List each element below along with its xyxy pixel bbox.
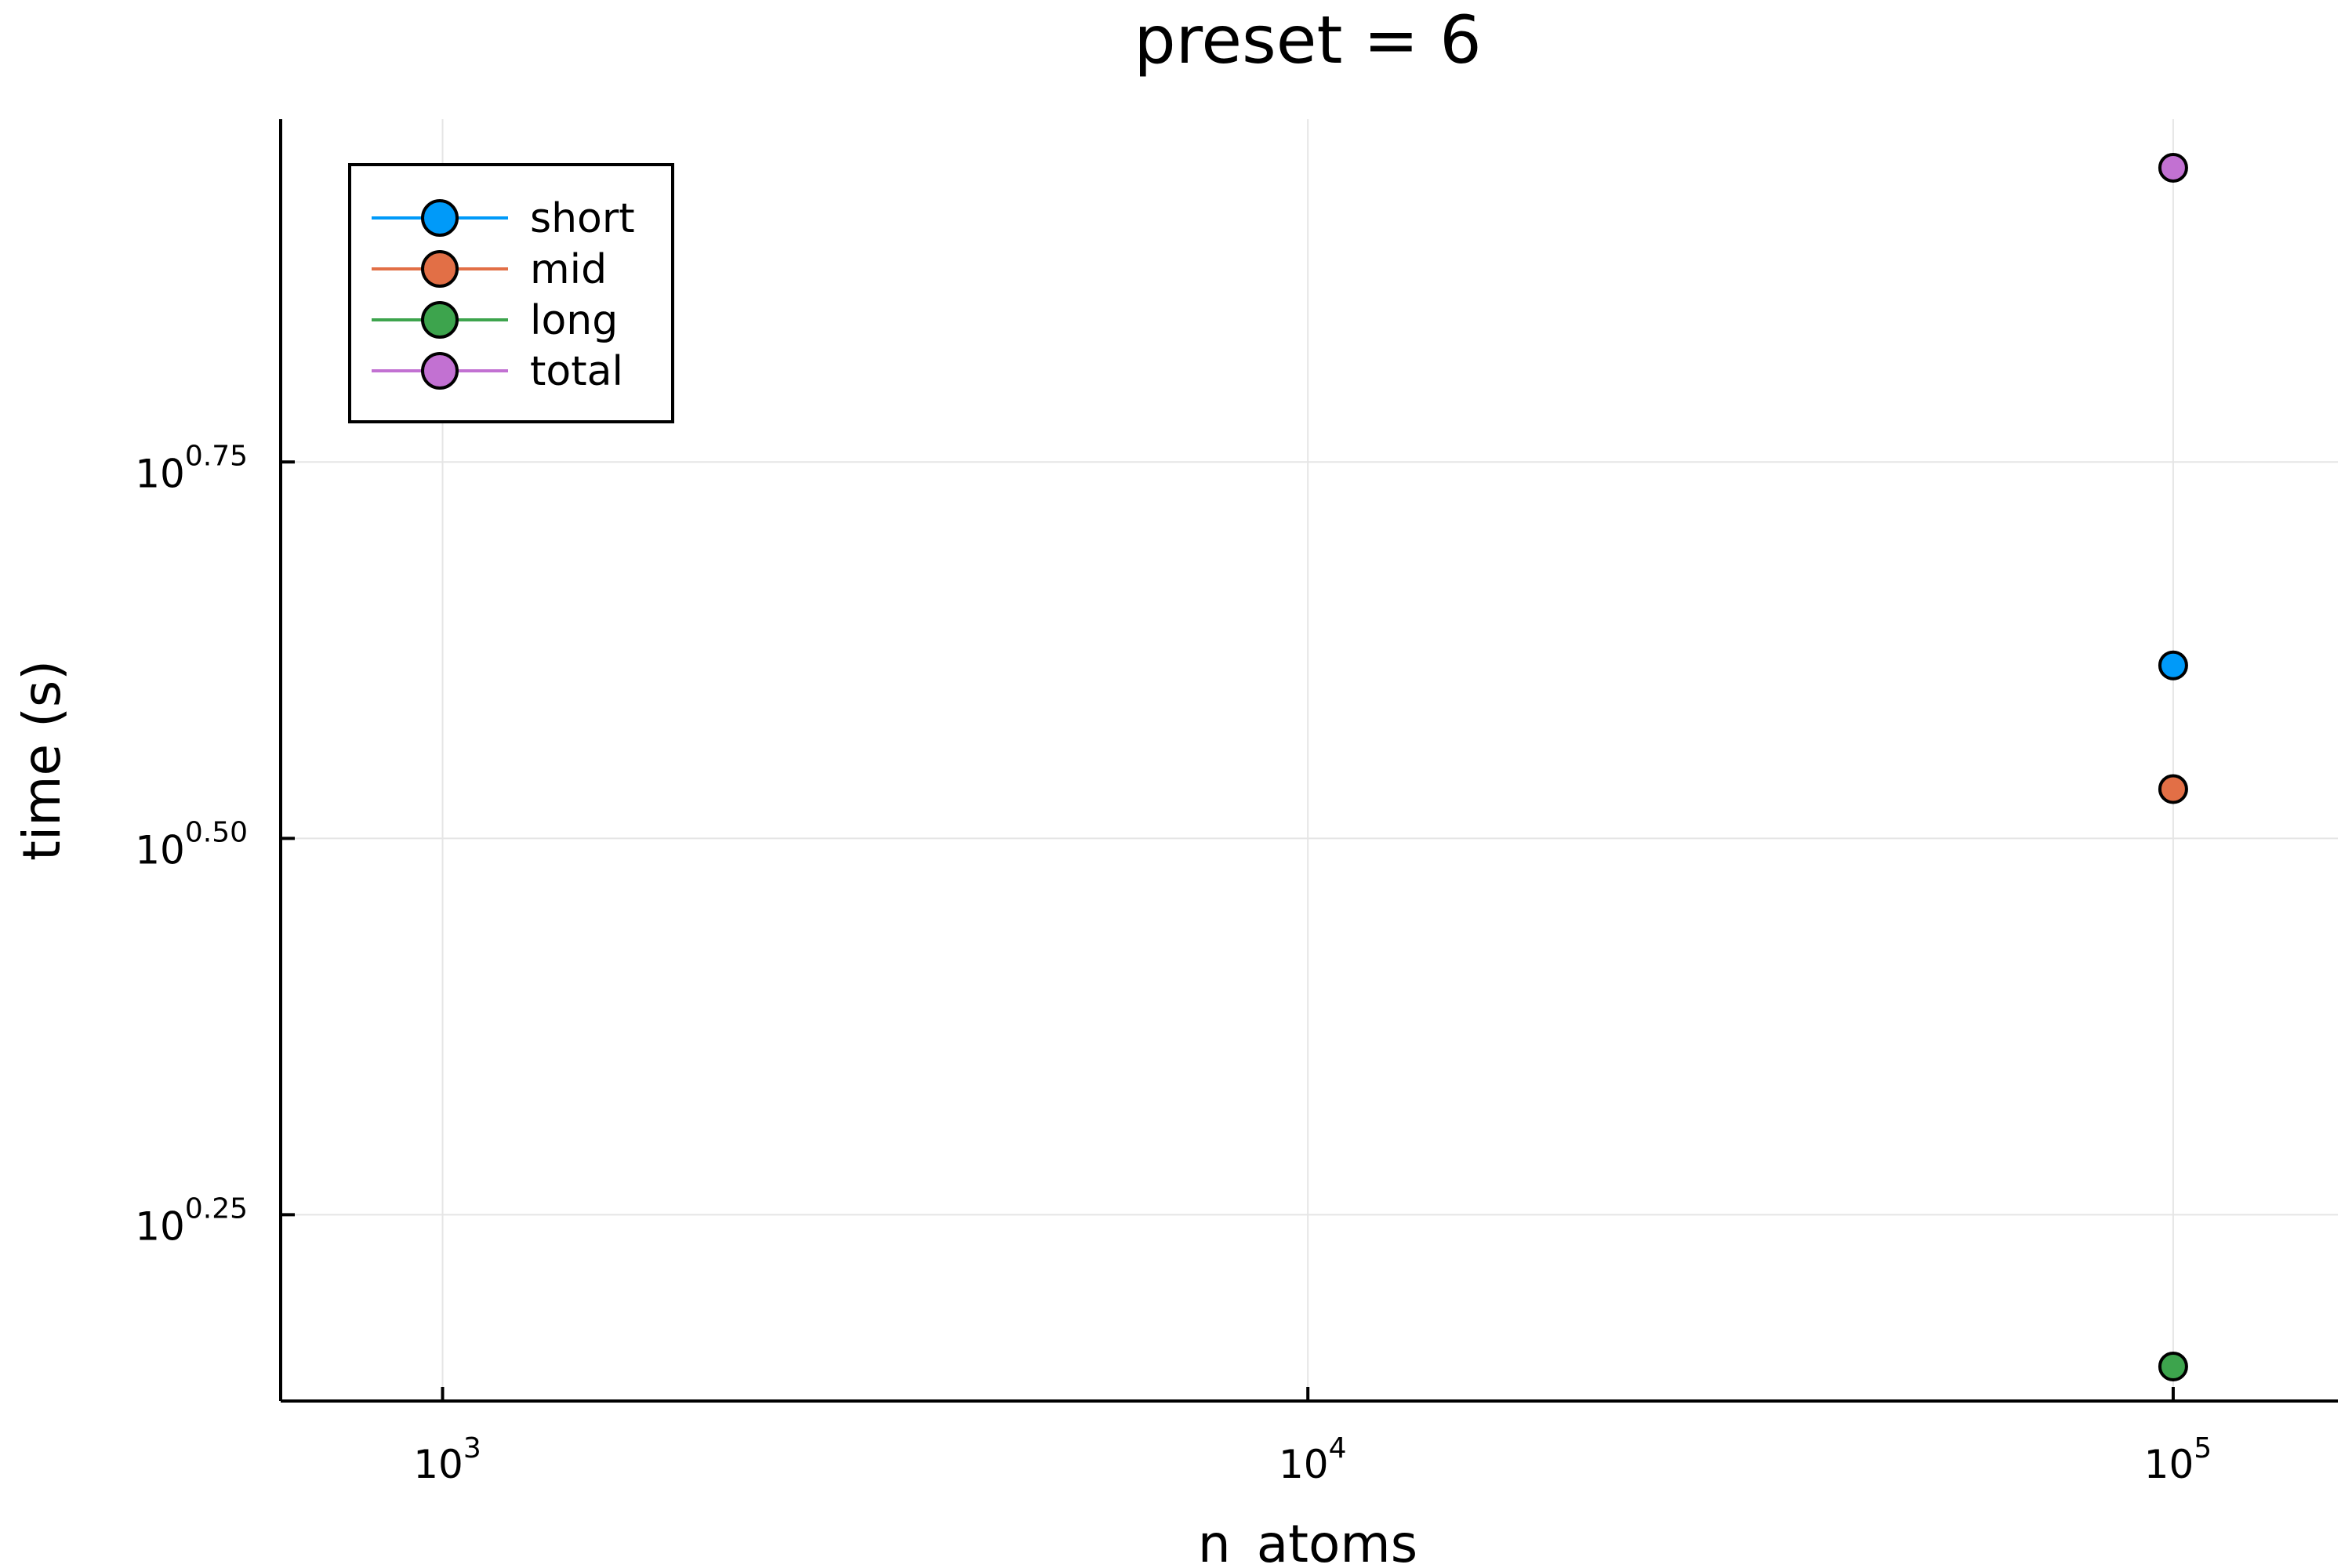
point-long (2158, 1351, 2188, 1381)
y-tick-exponent: 0.25 (185, 1192, 248, 1225)
legend-label-short: short (530, 195, 635, 242)
y-tick-exponent: 0.50 (185, 816, 248, 848)
legend-label-total: total (530, 348, 623, 395)
y-tick-label: 100.25 (135, 1192, 248, 1249)
point-short (2158, 650, 2188, 681)
y-axis-label: time (s) (12, 660, 72, 861)
grid-lines (281, 119, 2338, 1401)
point-total (2158, 152, 2188, 183)
legend-label-long: long (530, 297, 618, 344)
legend-marker-mid (421, 250, 459, 288)
chart-title: preset = 6 (1134, 2, 1481, 78)
y-tick-label: 100.75 (135, 440, 248, 496)
point-mid (2158, 774, 2188, 804)
y-tick-label: 100.50 (135, 816, 248, 873)
x-tick-label: 104 (1279, 1432, 1347, 1487)
legend-label-mid: mid (530, 246, 607, 293)
x-tick-exponent: 3 (463, 1432, 481, 1465)
x-tick-exponent: 4 (1329, 1432, 1347, 1465)
y-tick-base: 10 (135, 827, 185, 873)
x-tick-label: 103 (413, 1432, 481, 1487)
legend-marker-long (421, 301, 459, 339)
y-tick-exponent: 0.75 (185, 440, 248, 472)
x-axis-label: n_atoms (1198, 1514, 1417, 1568)
x-tick-base: 10 (1279, 1442, 1329, 1487)
legend-marker-total (421, 352, 459, 390)
x-tick-base: 10 (2144, 1442, 2194, 1487)
x-tick-label: 105 (2144, 1432, 2212, 1487)
y-tick-base: 10 (135, 1203, 185, 1249)
x-tick-exponent: 5 (2194, 1432, 2212, 1465)
legend-marker-short (421, 199, 459, 237)
data-points (2158, 152, 2188, 1381)
y-tick-base: 10 (135, 451, 185, 496)
x-tick-base: 10 (413, 1442, 463, 1487)
legend-box (348, 163, 674, 423)
